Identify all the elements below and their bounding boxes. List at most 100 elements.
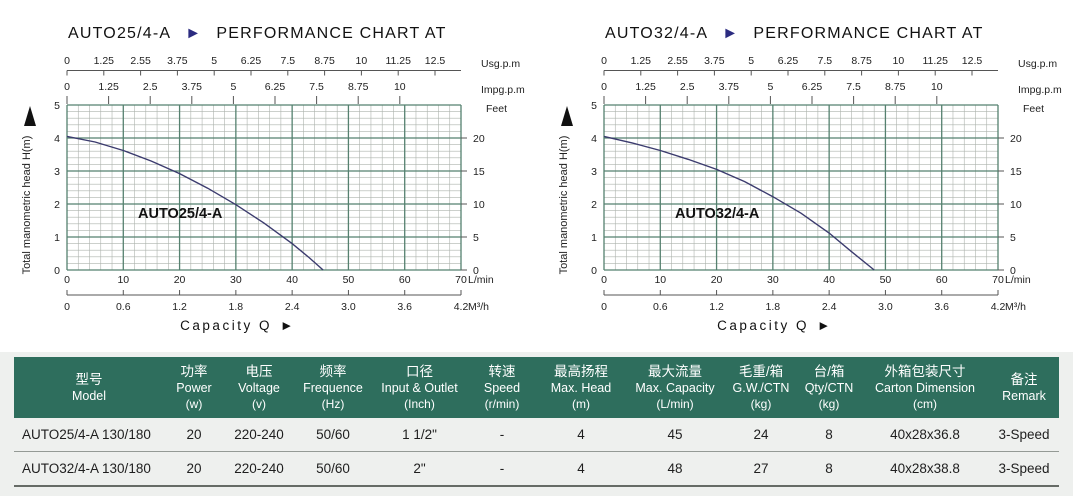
lmin-tick-label: 20 [711, 274, 723, 286]
impgpm-tick-label: 6.25 [802, 81, 823, 93]
table-cell: 48 [667, 461, 683, 476]
lmin-tick-label: 30 [767, 274, 779, 286]
col-header-power: 功率 Power (w) [164, 357, 224, 418]
table-cell: 220-240 [234, 427, 284, 442]
table-cell: 2" [413, 461, 426, 476]
feet-tick-label: 5 [473, 232, 479, 244]
performance-curve [66, 135, 324, 271]
head-tick-label: 5 [591, 100, 597, 112]
col-header-line: 毛重/箱 [738, 363, 784, 379]
usgpm-tick-label: 0 [64, 55, 70, 67]
m3h-tick-label: 2.4 [822, 301, 837, 313]
col-header-remark: 备注 Remark [989, 357, 1059, 418]
impgpm-tick-label: 10 [394, 81, 406, 93]
impgpm-unit-label: Impg.p.m [481, 84, 525, 96]
feet-tick-label: 20 [473, 133, 485, 145]
head-tick-label: 2 [54, 199, 60, 211]
col-header-line: Power [176, 381, 212, 396]
usgpm-tick-label: 5 [748, 55, 754, 67]
col-header-line: Remark [1002, 389, 1046, 404]
usgpm-tick-label: 2.55 [130, 55, 151, 67]
impgpm-tick-label: 6.25 [265, 81, 286, 93]
impgpm-tick-label: 5 [767, 81, 773, 93]
lmin-tick-label: 40 [823, 274, 835, 286]
table-cell: 50/60 [316, 427, 350, 442]
impgpm-tick-label: 10 [931, 81, 943, 93]
lmin-tick-label: 50 [880, 274, 892, 286]
head-tick-label: 1 [591, 232, 597, 244]
up-arrow-icon [561, 106, 573, 126]
m3h-tick-label: 0.6 [116, 301, 131, 313]
m3h-tick-label: 3.0 [341, 301, 356, 313]
col-header-line: Voltage [238, 381, 280, 396]
usgpm-tick-label: 11.25 [385, 55, 411, 67]
impgpm-tick-label: 5 [230, 81, 236, 93]
usgpm-tick-label: 3.75 [167, 55, 188, 67]
table-cell: 4 [577, 461, 585, 476]
col-header-line: (Hz) [321, 396, 345, 411]
up-arrow-icon [24, 106, 36, 126]
usgpm-tick-label: 6.25 [778, 55, 799, 67]
m3h-tick-label: 1.2 [709, 301, 724, 313]
col-header-line: (Inch) [404, 396, 435, 411]
feet-unit-label: Feet [1023, 103, 1044, 115]
lmin-tick-label: 40 [286, 274, 298, 286]
col-header-line: (w) [185, 396, 203, 411]
col-header-line: 台/箱 [813, 363, 845, 379]
performance-curve [603, 135, 875, 271]
table-cell: 50/60 [316, 461, 350, 476]
impgpm-tick-label: 8.75 [348, 81, 369, 93]
lmin-tick-label: 60 [936, 274, 948, 286]
lmin-unit-label: L/min [1005, 274, 1031, 286]
curve-label: AUTO32/4-A [675, 206, 760, 222]
col-header-line: (r/min) [484, 396, 520, 411]
lmin-tick-label: 20 [174, 274, 186, 286]
m3h-tick-label: 0.6 [653, 301, 668, 313]
impgpm-tick-label: 3.75 [182, 81, 203, 93]
lmin-tick-label: 0 [64, 274, 70, 286]
col-header-line: 最大流量 [648, 363, 702, 379]
table-cell: 220-240 [234, 461, 284, 476]
col-header-line: (kg) [818, 396, 840, 411]
table-cell: 3-Speed [998, 427, 1050, 442]
usgpm-unit-label: Usg.p.m [481, 58, 520, 70]
y-axis-title: Total manometric head H(m) [21, 136, 33, 275]
usgpm-tick-label: 8.75 [851, 55, 872, 67]
table-cell: 1 1/2" [402, 427, 437, 442]
m3h-unit-label: M³/h [1005, 301, 1026, 313]
x-axis-title: Capacity Q ► [717, 318, 833, 333]
chart-title: AUTO32/4-A ► PERFORMANCE CHART AT [605, 25, 984, 42]
m3h-tick-label: 4.2 [454, 301, 469, 313]
lmin-tick-label: 60 [399, 274, 411, 286]
table-cell: 45 [667, 427, 683, 442]
feet-tick-label: 15 [473, 166, 485, 178]
head-tick-label: 4 [54, 133, 60, 145]
lmin-unit-label: L/min [468, 274, 494, 286]
impgpm-tick-label: 7.5 [309, 81, 324, 93]
table-cell: 8 [825, 461, 833, 476]
chart-title: AUTO25/4-A ► PERFORMANCE CHART AT [68, 25, 447, 42]
col-header-line: 口径 [406, 363, 433, 379]
usgpm-tick-label: 5 [211, 55, 217, 67]
col-header-line: 频率 [319, 363, 347, 379]
m3h-tick-label: 3.6 [397, 301, 412, 313]
m3h-tick-label: 0 [601, 301, 607, 313]
col-header-model: 型号 Model [14, 357, 164, 418]
usgpm-tick-label: 1.25 [94, 55, 115, 67]
table-cell: 3-Speed [998, 461, 1050, 476]
head-tick-label: 3 [54, 166, 60, 178]
col-header-line: (v) [252, 396, 266, 411]
curve-label: AUTO25/4-A [138, 206, 223, 222]
lmin-tick-label: 0 [601, 274, 607, 286]
m3h-tick-label: 1.2 [172, 301, 187, 313]
feet-tick-label: 20 [1010, 133, 1022, 145]
feet-tick-label: 0 [473, 265, 479, 277]
head-tick-label: 4 [591, 133, 597, 145]
col-header-line: 外箱包装尺寸 [884, 363, 966, 379]
impgpm-tick-label: 8.75 [885, 81, 906, 93]
m3h-tick-label: 0 [64, 301, 70, 313]
y-axis-title: Total manometric head H(m) [558, 136, 570, 275]
m3h-tick-label: 1.8 [766, 301, 781, 313]
col-header-line: 电压 [245, 363, 273, 379]
table-cell: 40x28x38.8 [890, 461, 960, 476]
